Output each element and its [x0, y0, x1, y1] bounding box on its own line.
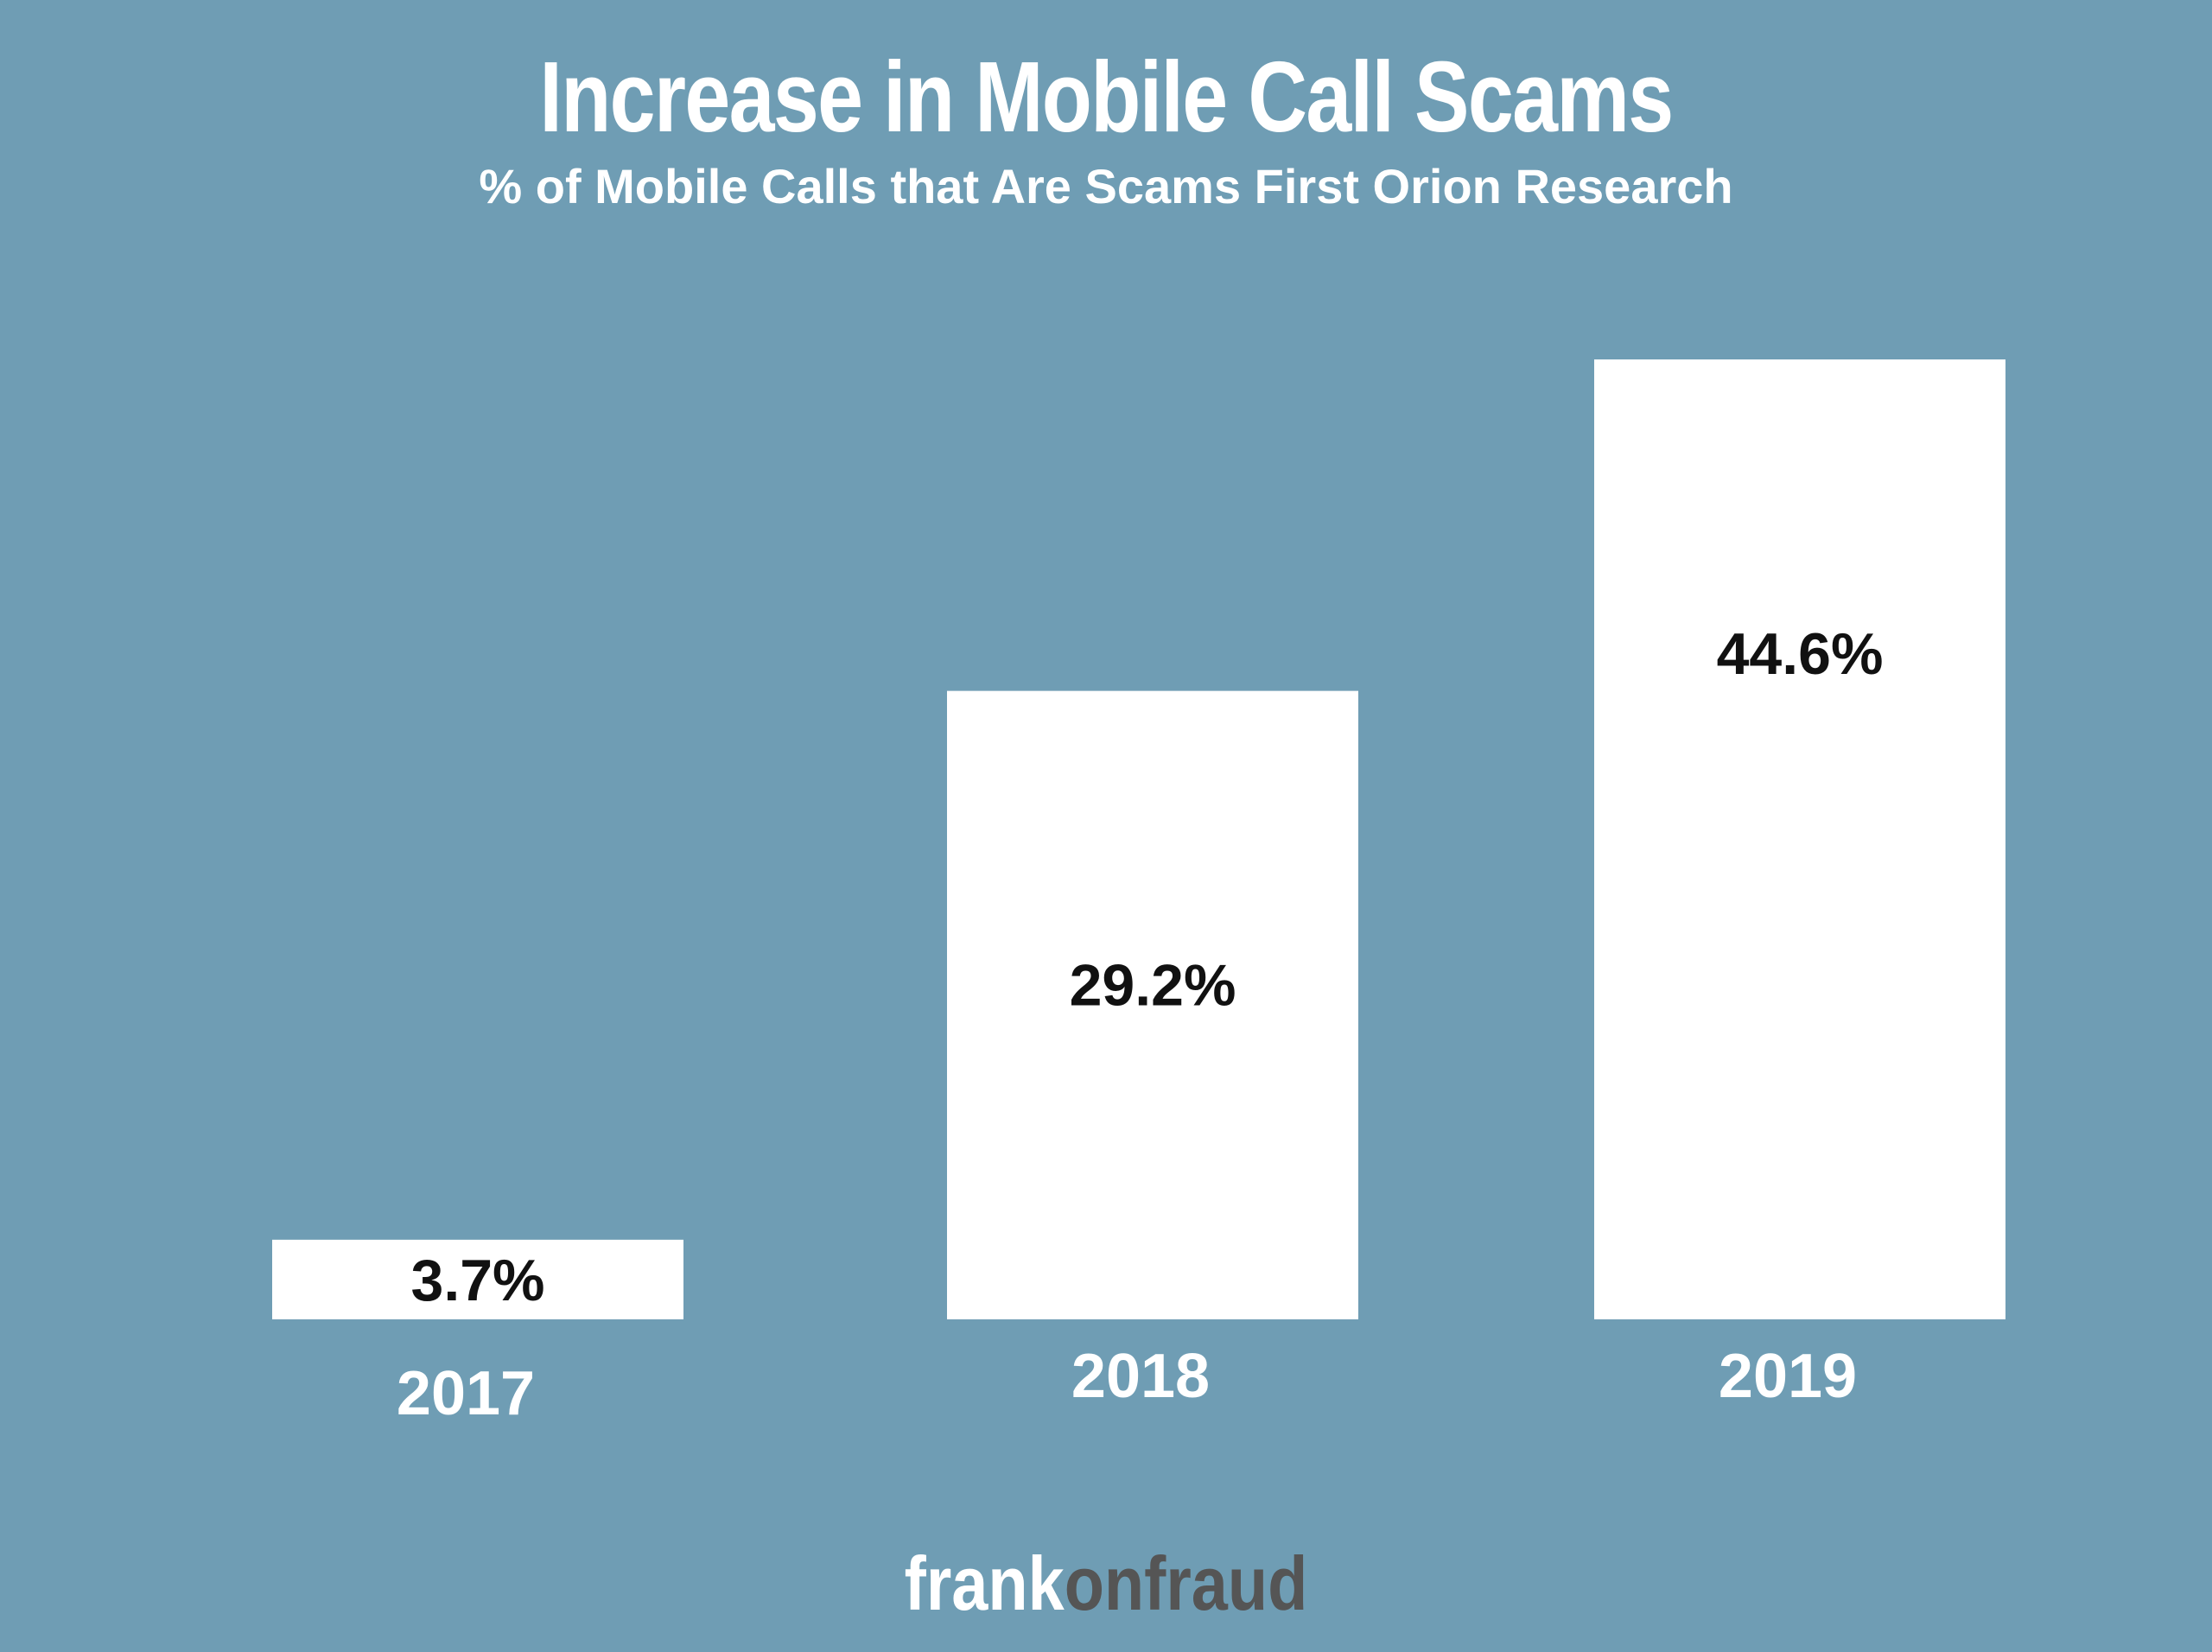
- brand-logo: frankonfraud: [155, 1536, 2057, 1631]
- x-tick-label-2018: 2018: [1071, 1342, 1210, 1411]
- chart-title: Increase in Mobile Call Scams: [539, 41, 1674, 153]
- bar-2018: [947, 690, 1358, 1319]
- x-tick-label-2017: 2017: [397, 1359, 535, 1428]
- data-label-2018: 29.2%: [1070, 953, 1236, 1019]
- chart-subtitle: % of Mobile Calls that Are Scams First O…: [479, 159, 1733, 213]
- data-label-2019: 44.6%: [1717, 621, 1884, 687]
- data-label-2017: 3.7%: [411, 1248, 545, 1313]
- x-tick-label-2019: 2019: [1719, 1342, 1857, 1411]
- bar-2019: [1594, 359, 2005, 1319]
- logo-text-frank: frank: [904, 1541, 1065, 1626]
- logo-text-onfraud: onfraud: [1064, 1541, 1308, 1626]
- bar-2017: [272, 1239, 683, 1319]
